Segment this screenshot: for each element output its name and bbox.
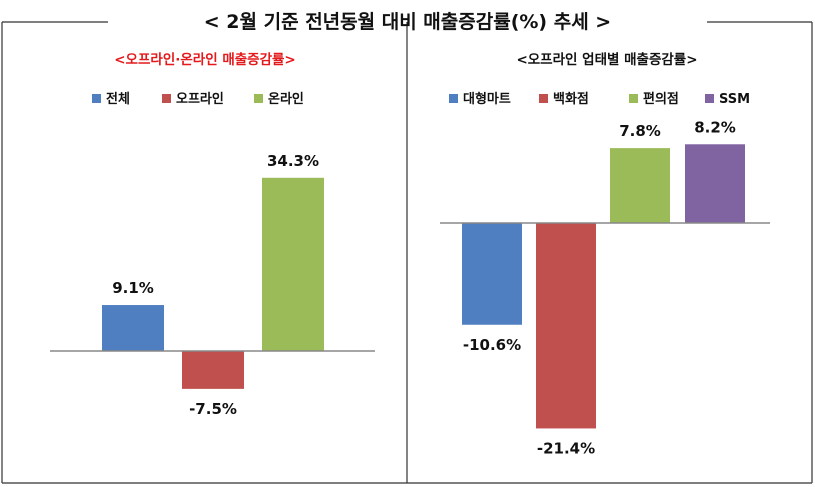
legend-swatch-c0-s0	[92, 94, 101, 103]
right-chart-value-labels: -10.6% -21.4% 7.8% 8.2%	[463, 118, 736, 457]
bar-c1-s3	[685, 144, 745, 223]
data-label-c0-s2: 34.3%	[267, 152, 319, 170]
left-chart-legend: 전체 오프라인 온라인	[92, 91, 304, 107]
bar-c1-s1	[536, 223, 596, 429]
legend-swatch-c0-s1	[162, 94, 171, 103]
chart-frame	[1, 21, 813, 484]
bar-c0-s1	[182, 351, 244, 389]
legend-label-c1-s3: SSM	[719, 92, 750, 107]
bar-c1-s2	[610, 148, 670, 223]
right-chart-bars	[462, 144, 745, 429]
legend-label-c1-s1: 백화점	[553, 91, 589, 107]
main-title: < 2월 기준 전년동월 대비 매출증감률(%) 추세 >	[204, 11, 611, 33]
right-chart-title: <오프라인 업태별 매출증감률>	[516, 51, 697, 68]
legend-swatch-c1-s2	[629, 94, 638, 103]
data-label-c0-s1: -7.5%	[189, 400, 237, 418]
legend-swatch-c0-s2	[254, 94, 263, 103]
data-label-c1-s1: -21.4%	[537, 439, 595, 457]
bar-c0-s0	[102, 305, 164, 351]
legend-label-c0-s2: 온라인	[268, 91, 304, 107]
left-chart-title: <오프라인·온라인 매출증감률>	[114, 51, 296, 68]
right-chart-legend: 대형마트 백화점 편의점 SSM	[449, 91, 750, 107]
data-label-c1-s0: -10.6%	[463, 336, 521, 354]
bar-c0-s2	[262, 177, 324, 351]
left-chart-value-labels: 9.1% -7.5% 34.3%	[112, 152, 319, 418]
data-label-c1-s2: 7.8%	[619, 122, 661, 140]
legend-label-c1-s2: 편의점	[643, 91, 679, 107]
legend-label-c1-s0: 대형마트	[463, 91, 511, 107]
legend-swatch-c1-s3	[705, 94, 714, 103]
bar-c1-s0	[462, 223, 522, 325]
data-label-c1-s3: 8.2%	[694, 118, 736, 136]
data-label-c0-s0: 9.1%	[112, 279, 154, 297]
legend-swatch-c1-s1	[539, 94, 548, 103]
legend-label-c0-s0: 전체	[106, 91, 130, 107]
right-panel-chart: <오프라인 업태별 매출증감률> 대형마트 백화점 편의점 SSM -10.6% -21…	[440, 51, 770, 457]
left-chart-bars	[102, 177, 324, 389]
legend-swatch-c1-s0	[449, 94, 458, 103]
legend-label-c0-s1: 오프라인	[176, 91, 224, 107]
left-panel-chart: <오프라인·온라인 매출증감률> 전체 오프라인 온라인 9.1% -7.5% 34.3…	[50, 51, 375, 418]
